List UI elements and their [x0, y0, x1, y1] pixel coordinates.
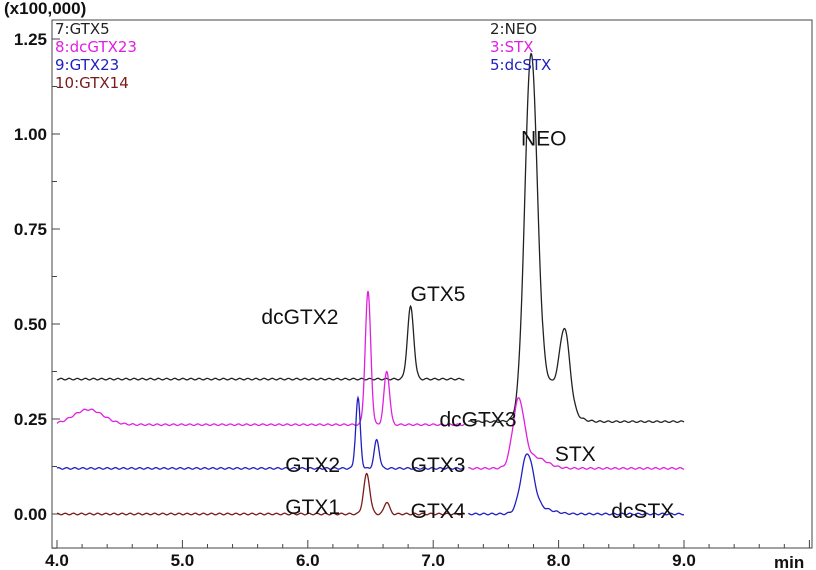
- legend-entry: 8:dcGTX23: [55, 38, 137, 56]
- trace-gtx14: [56, 472, 465, 516]
- peak-label: NEO: [521, 127, 567, 150]
- peak-label: GTX3: [411, 454, 466, 477]
- plot-frame: [51, 19, 813, 549]
- peak-label: dcSTX: [611, 500, 674, 523]
- trace-dcstx: [468, 453, 685, 516]
- legend-entry: 2:NEO: [490, 20, 537, 38]
- y-tick-label: 1.00: [14, 125, 47, 144]
- x-tick-label: 9.0: [672, 551, 696, 570]
- peak-label: GTX1: [285, 496, 340, 519]
- peak-annotations: NEO dcGTX2 GTX5 dcGTX3 GTX2 GTX3 STX GTX1 GTX4 dc…: [261, 127, 674, 522]
- trace-gtx5: [56, 304, 465, 381]
- trace-dcgtx23: [56, 290, 465, 427]
- legend-entry: 5:dcSTX: [490, 56, 551, 74]
- y-tick-label: 1.25: [14, 30, 47, 49]
- x-tick-label: 7.0: [421, 551, 445, 570]
- trace-neo: [468, 52, 685, 424]
- trace-stx: [468, 396, 685, 470]
- peak-label: GTX2: [285, 454, 340, 477]
- y-tick-label: 0.00: [14, 505, 47, 524]
- peak-label: dcGTX3: [439, 409, 516, 432]
- legend-entry: 9:GTX23: [55, 56, 119, 74]
- peak-label: GTX5: [411, 283, 466, 306]
- x-tick-label: 4.0: [45, 551, 69, 570]
- peak-label: STX: [555, 443, 596, 466]
- traces: [56, 52, 685, 516]
- x-axis-label: min: [774, 553, 804, 570]
- legend-entry: 10:GTX14: [55, 74, 129, 92]
- x-tick-label: 8.0: [547, 551, 571, 570]
- trace-gtx23: [56, 395, 465, 470]
- y-tick-label: 0.75: [14, 220, 47, 239]
- legend-entry: 7:GTX5: [55, 20, 110, 38]
- x-tick-label: 6.0: [296, 551, 320, 570]
- y-axis-unit-label: (x100,000): [4, 0, 86, 18]
- x-tick-label: 5.0: [171, 551, 195, 570]
- peak-label: GTX4: [411, 500, 466, 523]
- y-tick-label: 0.25: [14, 410, 47, 429]
- y-tick-label: 0.50: [14, 315, 47, 334]
- peak-label: dcGTX2: [261, 306, 338, 329]
- legend-entry: 3:STX: [490, 38, 534, 56]
- axis-ticks: 4.0 5.0 6.0 7.0 8.0 9.0 0.00 0.25 0.50 0.75 1.00 1.…: [14, 30, 810, 570]
